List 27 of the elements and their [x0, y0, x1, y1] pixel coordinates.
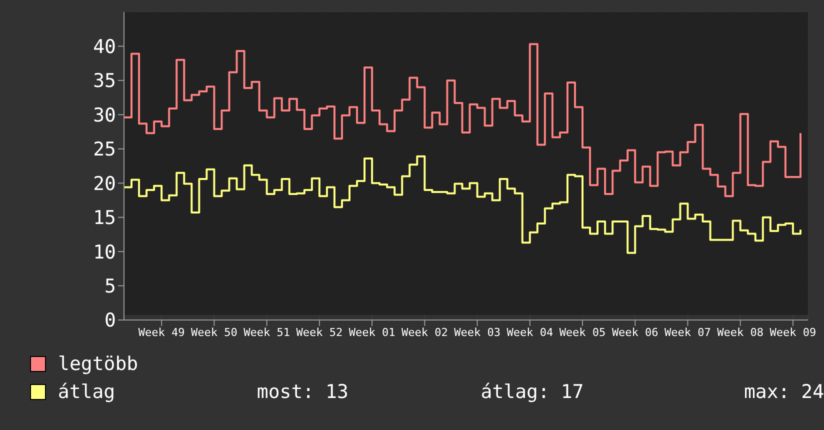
x-tick-label: Week 02 — [401, 326, 448, 339]
text: most: 13 — [256, 381, 350, 403]
y-tick-label: 25 — [93, 138, 116, 161]
legend-label: átlag — [58, 381, 116, 403]
x-tick-label: Week 09 — [770, 326, 816, 339]
text: max: 24 — [742, 381, 824, 403]
x-tick-label: Week 52 — [296, 326, 343, 339]
y-tick-label: 10 — [93, 241, 116, 264]
x-tick-label: Week 05 — [559, 326, 606, 339]
y-tick-label: 40 — [93, 36, 116, 58]
y-tick-label: 15 — [93, 207, 116, 230]
text: átlag: 17 — [480, 381, 585, 403]
y-tick-label: 20 — [93, 172, 116, 195]
y-tick-label: 35 — [93, 70, 116, 92]
x-tick-label: Week 50 — [191, 326, 238, 339]
x-tick-label: Week 01 — [348, 326, 396, 339]
y-tick-label: 30 — [93, 104, 116, 126]
y-tick-label: 0 — [104, 310, 116, 332]
x-tick-label: Week 51 — [244, 326, 290, 339]
x-tick-label: Week 49 — [138, 326, 185, 339]
x-tick-label: Week 06 — [612, 326, 658, 339]
x-tick-label: Week 08 — [717, 326, 764, 339]
x-tick-label: Week 04 — [506, 326, 554, 339]
y-tick-label: 5 — [104, 276, 116, 298]
legend-label: legtöbb — [58, 353, 140, 375]
x-tick-label: Week 07 — [664, 326, 711, 339]
x-tick-label: Week 03 — [454, 326, 500, 339]
